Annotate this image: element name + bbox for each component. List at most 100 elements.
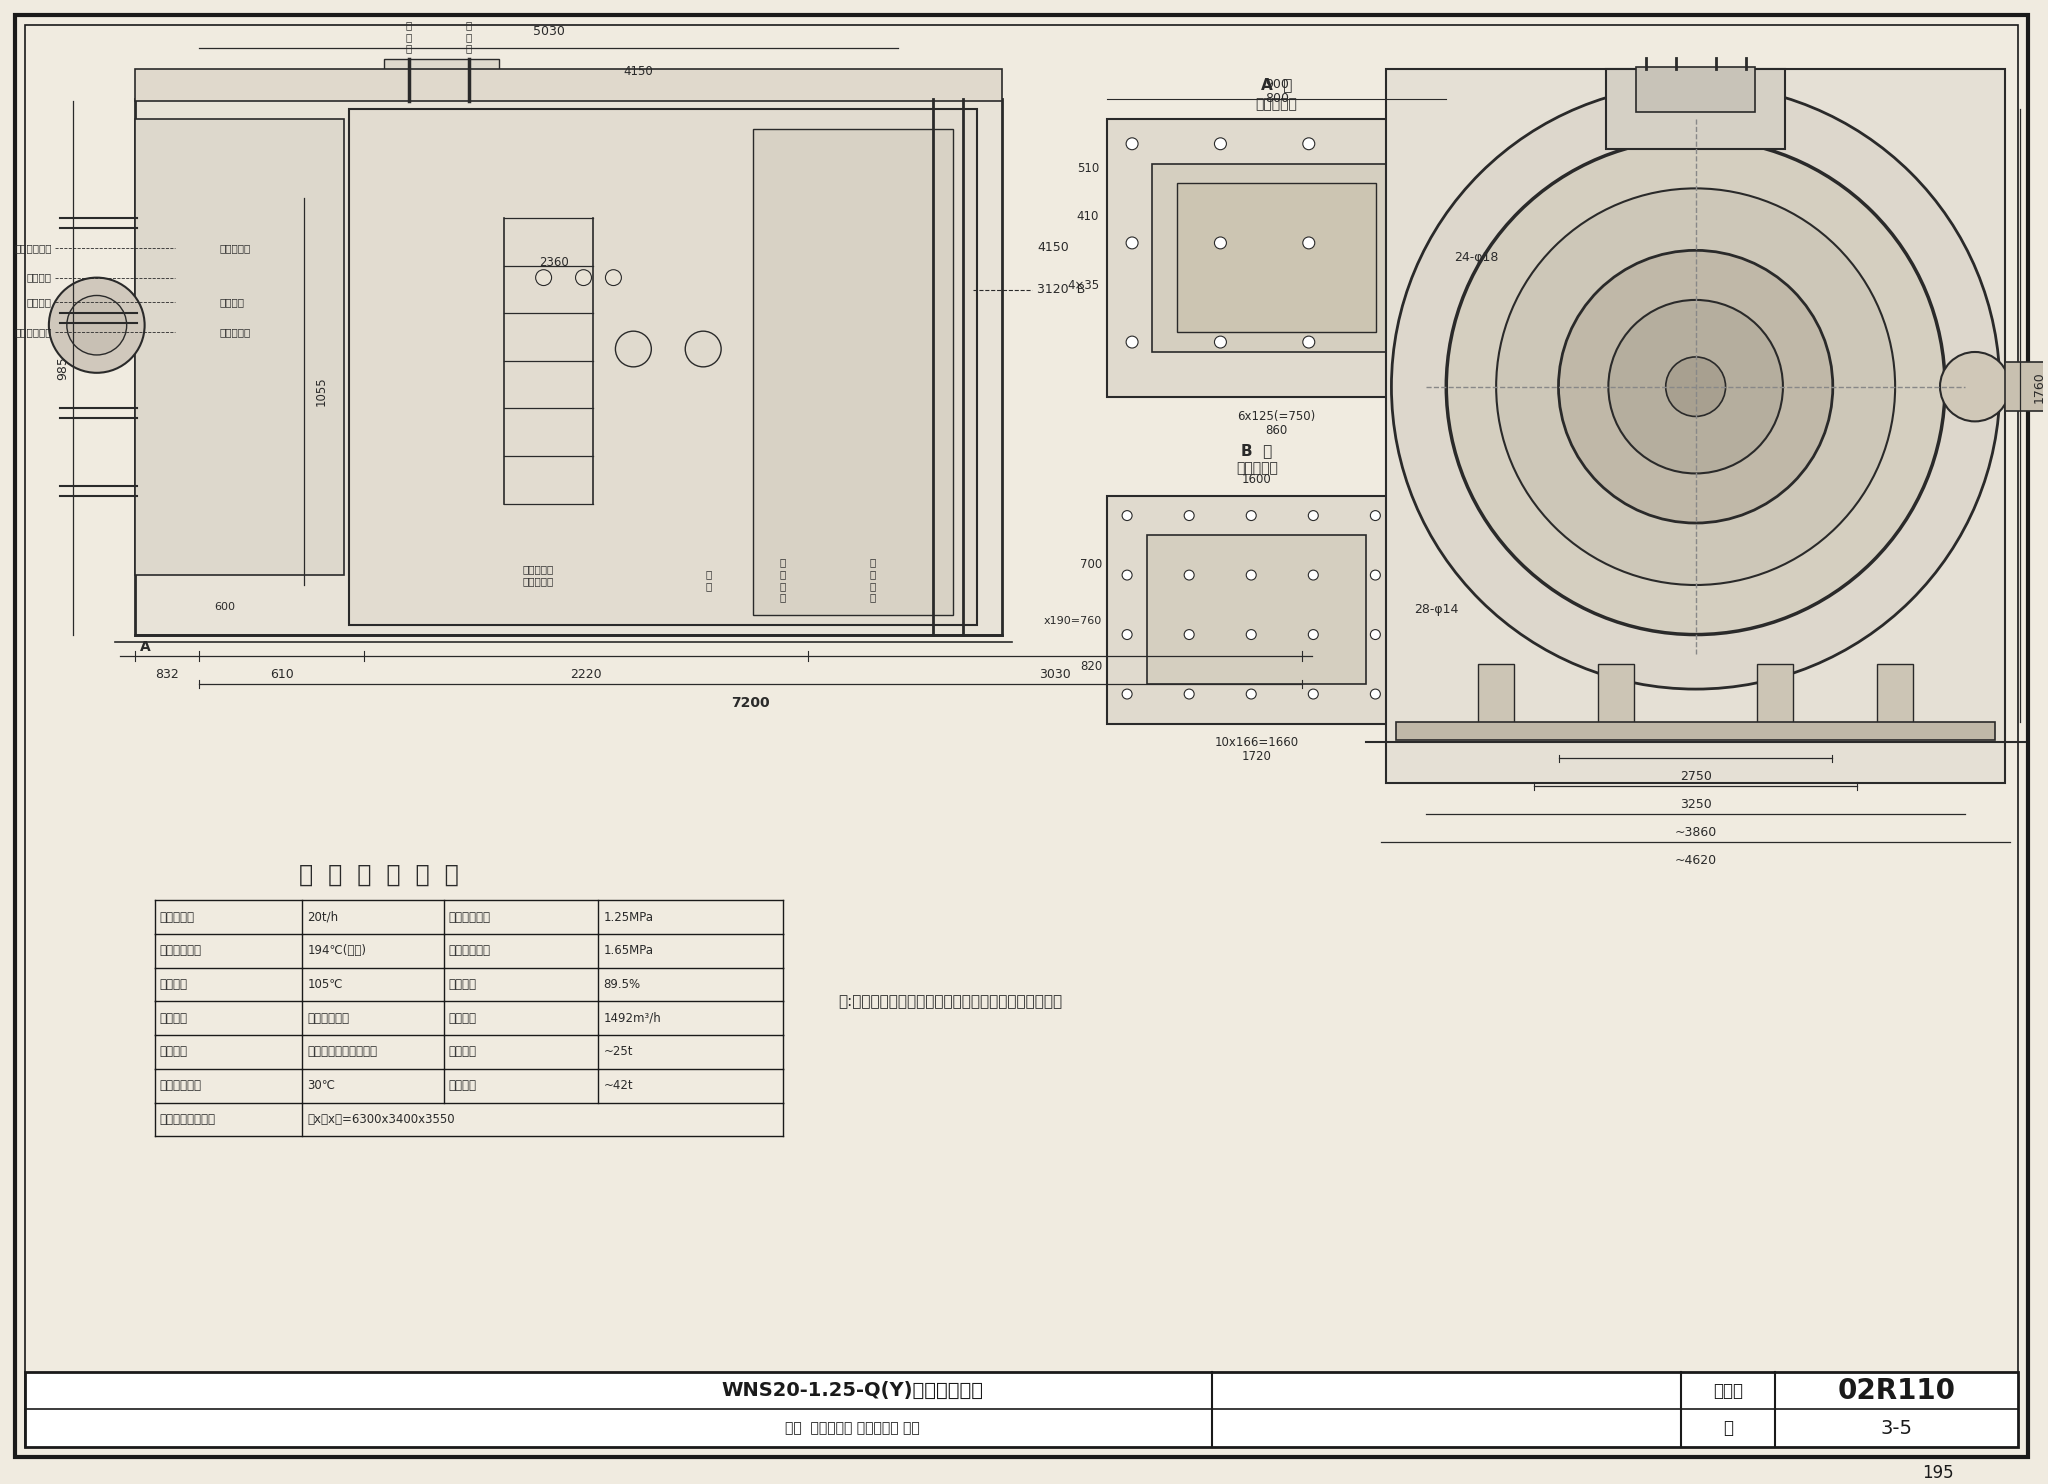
Text: 1720: 1720 xyxy=(1241,749,1272,763)
Circle shape xyxy=(1391,85,1999,689)
Text: 审核  胡善重校对 参考材设计 佳鸿: 审核 胡善重校对 参考材设计 佳鸿 xyxy=(786,1422,920,1435)
Circle shape xyxy=(1497,188,1894,585)
Text: 1760: 1760 xyxy=(2034,371,2046,402)
Text: ~3860: ~3860 xyxy=(1675,827,1716,838)
Text: 7200: 7200 xyxy=(731,696,770,709)
Text: 985: 985 xyxy=(55,356,70,380)
Text: x190=760: x190=760 xyxy=(1044,616,1102,626)
Text: WNS20-1.25-Q(Y)蒸汽锅炉总图: WNS20-1.25-Q(Y)蒸汽锅炉总图 xyxy=(721,1382,983,1401)
Circle shape xyxy=(1665,358,1726,417)
Text: 1.65MPa: 1.65MPa xyxy=(604,944,653,957)
Text: 调节方式: 调节方式 xyxy=(160,1046,188,1058)
Text: 给
水: 给 水 xyxy=(705,570,711,591)
Text: 锅炉净重: 锅炉净重 xyxy=(449,1079,477,1092)
Text: 全自动控制，比例调节: 全自动控制，比例调节 xyxy=(307,1046,377,1058)
Text: 停泵水位: 停泵水位 xyxy=(27,273,51,282)
Bar xyxy=(1108,496,1407,724)
Circle shape xyxy=(1184,570,1194,580)
Bar xyxy=(385,59,500,77)
Bar xyxy=(1636,67,1755,111)
Bar xyxy=(348,108,977,625)
Circle shape xyxy=(1303,335,1315,349)
Circle shape xyxy=(1122,570,1133,580)
Bar xyxy=(1153,163,1401,352)
Text: ~25t: ~25t xyxy=(604,1046,633,1058)
Text: 1492m³/h: 1492m³/h xyxy=(604,1012,662,1025)
Circle shape xyxy=(1122,689,1133,699)
Text: ~4620: ~4620 xyxy=(1675,853,1716,867)
Text: 连
续
排
污: 连 续 排 污 xyxy=(780,558,786,603)
Bar xyxy=(25,1373,2017,1447)
Text: 89.5%: 89.5% xyxy=(604,978,641,991)
Circle shape xyxy=(1939,352,2009,421)
Bar xyxy=(1597,665,1634,724)
Text: 燃气耗量: 燃气耗量 xyxy=(449,1012,477,1025)
Text: 正常水位: 正常水位 xyxy=(219,297,244,307)
Circle shape xyxy=(575,270,592,285)
Circle shape xyxy=(537,270,551,285)
Bar xyxy=(1386,70,2005,784)
Circle shape xyxy=(1370,629,1380,640)
Circle shape xyxy=(1247,510,1255,521)
Text: 2360: 2360 xyxy=(539,255,569,269)
Bar xyxy=(1757,665,1794,724)
Circle shape xyxy=(1391,138,1403,150)
Text: 3250: 3250 xyxy=(1679,798,1712,812)
Text: 风管接口图: 风管接口图 xyxy=(1255,96,1298,111)
Text: 195: 195 xyxy=(1923,1465,1954,1483)
Circle shape xyxy=(1370,689,1380,699)
Text: 610: 610 xyxy=(270,668,293,681)
Text: 800: 800 xyxy=(1266,92,1288,105)
Bar xyxy=(135,70,1001,101)
Text: 轻油，天然气: 轻油，天然气 xyxy=(307,1012,350,1025)
Text: 3030: 3030 xyxy=(1038,668,1071,681)
Text: B  向: B 向 xyxy=(1241,444,1272,459)
Bar xyxy=(1178,184,1376,332)
Text: 起泵水位: 起泵水位 xyxy=(27,297,51,307)
Text: 6x125(=750): 6x125(=750) xyxy=(1237,411,1317,423)
Text: 105℃: 105℃ xyxy=(307,978,342,991)
Text: 最低水位停炉: 最低水位停炉 xyxy=(14,326,51,337)
Circle shape xyxy=(1126,335,1139,349)
Bar xyxy=(754,129,952,614)
Circle shape xyxy=(1126,138,1139,150)
Text: 24-φ18: 24-φ18 xyxy=(1454,251,1499,264)
Circle shape xyxy=(1370,570,1380,580)
Circle shape xyxy=(1309,510,1319,521)
Circle shape xyxy=(1214,138,1227,150)
Circle shape xyxy=(1247,570,1255,580)
Text: 炉
水
取
样: 炉 水 取 样 xyxy=(870,558,877,603)
Text: 炉窗接口图: 炉窗接口图 xyxy=(1235,462,1278,475)
Text: A  向: A 向 xyxy=(1262,77,1292,92)
Text: 低水位报警: 低水位报警 xyxy=(219,326,250,337)
Circle shape xyxy=(606,270,621,285)
Bar xyxy=(1108,119,1446,396)
Text: 给水回路水
泵入口前置: 给水回路水 泵入口前置 xyxy=(522,564,555,586)
Text: 02R110: 02R110 xyxy=(1837,1377,1956,1405)
Circle shape xyxy=(49,278,145,372)
Text: 510: 510 xyxy=(1077,162,1100,175)
Circle shape xyxy=(1303,138,1315,150)
Text: 锅炉运输外形尺寸: 锅炉运输外形尺寸 xyxy=(160,1113,215,1126)
Text: 820: 820 xyxy=(1079,660,1102,674)
Bar xyxy=(1397,721,1995,739)
Text: 设计燃料: 设计燃料 xyxy=(160,1012,188,1025)
Text: 长x宽x高=6300x3400x3550: 长x宽x高=6300x3400x3550 xyxy=(307,1113,455,1126)
Circle shape xyxy=(1126,237,1139,249)
Text: 1055: 1055 xyxy=(313,377,328,407)
Text: 4×35: 4×35 xyxy=(1067,279,1100,292)
Bar xyxy=(135,99,1001,635)
Text: 额定蒸汽温度: 额定蒸汽温度 xyxy=(160,944,201,957)
Bar xyxy=(1606,70,1786,148)
Circle shape xyxy=(1184,629,1194,640)
Text: 4150: 4150 xyxy=(623,65,653,79)
Text: 30℃: 30℃ xyxy=(307,1079,336,1092)
Text: 进口空气温度: 进口空气温度 xyxy=(160,1079,201,1092)
Text: 600: 600 xyxy=(213,603,236,611)
Circle shape xyxy=(68,295,127,355)
Circle shape xyxy=(1247,689,1255,699)
Text: 194℃(饱和): 194℃(饱和) xyxy=(307,944,367,957)
Text: A: A xyxy=(139,640,150,653)
Text: 炉水重量: 炉水重量 xyxy=(449,1046,477,1058)
Circle shape xyxy=(1309,570,1319,580)
